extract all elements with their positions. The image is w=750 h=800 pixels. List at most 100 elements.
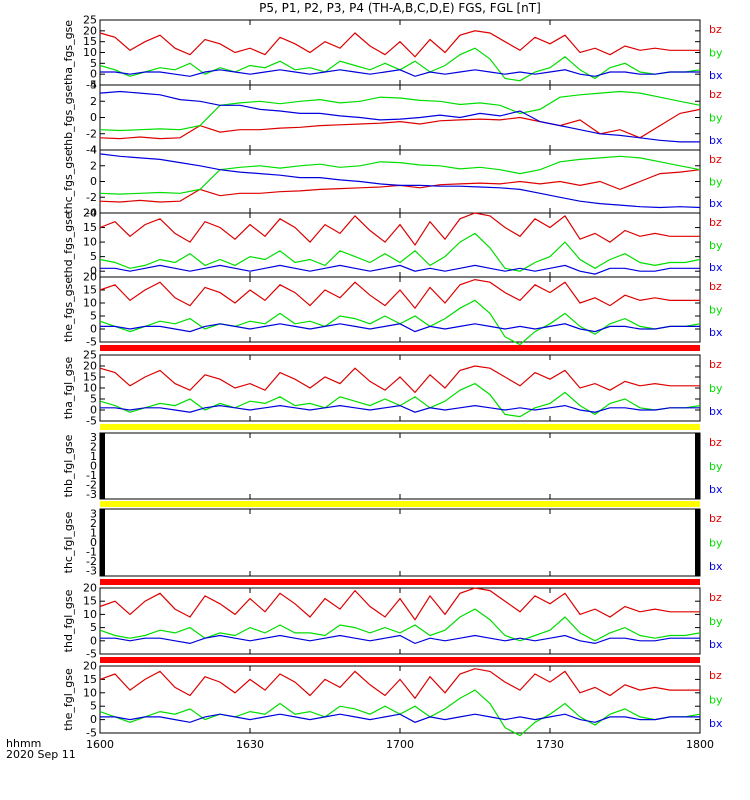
y-tick-label: -5 — [86, 415, 97, 428]
y-tick-label: -2 — [86, 555, 97, 568]
y-tick-label: -4 — [86, 144, 97, 157]
y-tick-label: 15 — [83, 371, 97, 384]
series-bz-line — [99, 587, 700, 621]
legend-bz: bz — [709, 591, 722, 604]
series-bx-line — [100, 713, 700, 723]
series-bx-line — [100, 323, 700, 333]
y-tick-label: 15 — [83, 673, 97, 686]
data-quality-bar — [100, 579, 700, 585]
y-tick-label: 10 — [83, 382, 97, 395]
series-bz-line — [99, 668, 700, 700]
legend-by: by — [709, 460, 723, 473]
series-by-line — [99, 608, 701, 642]
series-bx-line — [100, 69, 700, 77]
y-tick-label: 10 — [83, 297, 97, 310]
panel-ylabel: tha_fgs_gse — [62, 20, 75, 85]
series-by-line — [99, 232, 701, 272]
y-tick-label: 1 — [90, 526, 97, 539]
y-tick-label: 4 — [90, 79, 97, 92]
y-tick-label: -4 — [86, 207, 97, 220]
y-tick-label: 2 — [90, 159, 97, 172]
y-tick-label: 20 — [83, 207, 97, 220]
legend-bx: bx — [709, 326, 723, 339]
y-tick-label: 15 — [83, 595, 97, 608]
y-tick-label: 0 — [90, 404, 97, 417]
panel-frame — [99, 149, 701, 214]
data-quality-bar — [100, 424, 700, 430]
y-tick-label: 2 — [90, 95, 97, 108]
y-tick-label: 5 — [90, 310, 97, 323]
y-tick-label: 15 — [83, 35, 97, 48]
date-label: 2020 Sep 11 — [6, 748, 76, 761]
y-tick-label: 20 — [83, 360, 97, 373]
data-quality-bar — [100, 501, 700, 507]
data-quality-bar — [100, 657, 700, 663]
y-tick-label: 10 — [83, 686, 97, 699]
data-edge-block — [100, 433, 105, 499]
legend-by: by — [709, 537, 723, 550]
y-tick-label: 0 — [90, 111, 97, 124]
y-tick-label: 20 — [83, 582, 97, 595]
legend-by: by — [709, 304, 723, 317]
y-tick-label: 10 — [83, 46, 97, 59]
legend-bx: bx — [709, 638, 723, 651]
y-tick-label: -5 — [86, 648, 97, 661]
y-tick-label: 20 — [83, 24, 97, 37]
y-tick-label: -2 — [86, 191, 97, 204]
series-bz-line — [99, 212, 700, 247]
legend-bz: bz — [709, 153, 722, 166]
legend-bz: bz — [709, 358, 722, 371]
data-edge-block — [100, 509, 105, 576]
legend-by: by — [709, 176, 723, 189]
legend-bx: bx — [709, 69, 723, 82]
panel-ylabel: the_fgl_gse — [62, 668, 75, 731]
y-tick-label: 0 — [90, 68, 97, 81]
y-tick-label: -3 — [86, 565, 97, 578]
legend-by: by — [709, 694, 723, 707]
series-by-line — [99, 155, 701, 195]
y-tick-label: 25 — [83, 349, 97, 362]
legend-bx: bx — [709, 405, 723, 418]
x-tick-label: 1600 — [86, 738, 114, 751]
legend-bz: bz — [709, 88, 722, 101]
y-tick-label: -2 — [86, 478, 97, 491]
panel-frame — [99, 508, 701, 577]
y-tick-label: 10 — [83, 236, 97, 249]
y-tick-label: 5 — [90, 621, 97, 634]
legend-bx: bx — [709, 197, 723, 210]
panel-frame — [99, 276, 701, 343]
y-tick-label: 2 — [90, 441, 97, 454]
legend-bz: bz — [709, 280, 722, 293]
legend-bx: bx — [709, 483, 723, 496]
y-tick-label: 10 — [83, 608, 97, 621]
legend-by: by — [709, 382, 723, 395]
series-bx-line — [100, 264, 700, 275]
y-tick-label: 20 — [83, 271, 97, 284]
series-bx-line — [99, 90, 700, 143]
y-tick-label: 5 — [90, 250, 97, 263]
legend-by: by — [709, 239, 723, 252]
y-tick-label: 0 — [90, 713, 97, 726]
panel-frame — [99, 354, 701, 422]
panel-ylabel: the_fgs_gse — [62, 277, 75, 342]
legend-bz: bz — [709, 23, 722, 36]
series-bz-line — [99, 365, 700, 394]
x-tick-label: 1730 — [536, 738, 564, 751]
series-by-line — [99, 90, 701, 132]
series-bx-line — [100, 634, 700, 645]
y-tick-label: 5 — [90, 700, 97, 713]
chart-title: P5, P1, P2, P3, P4 (TH-A,B,C,D,E) FGS, F… — [259, 1, 541, 15]
y-tick-label: -1 — [86, 546, 97, 559]
y-tick-label: 25 — [83, 14, 97, 27]
series-bx-line — [99, 153, 701, 209]
y-tick-label: 2 — [90, 517, 97, 530]
y-tick-label: -1 — [86, 469, 97, 482]
legend-by: by — [709, 47, 723, 60]
y-tick-label: -5 — [86, 727, 97, 740]
y-tick-label: -5 — [86, 79, 97, 92]
time-unit-label: hhmm — [6, 737, 42, 750]
y-tick-label: -2 — [86, 127, 97, 140]
data-edge-block — [695, 433, 700, 499]
